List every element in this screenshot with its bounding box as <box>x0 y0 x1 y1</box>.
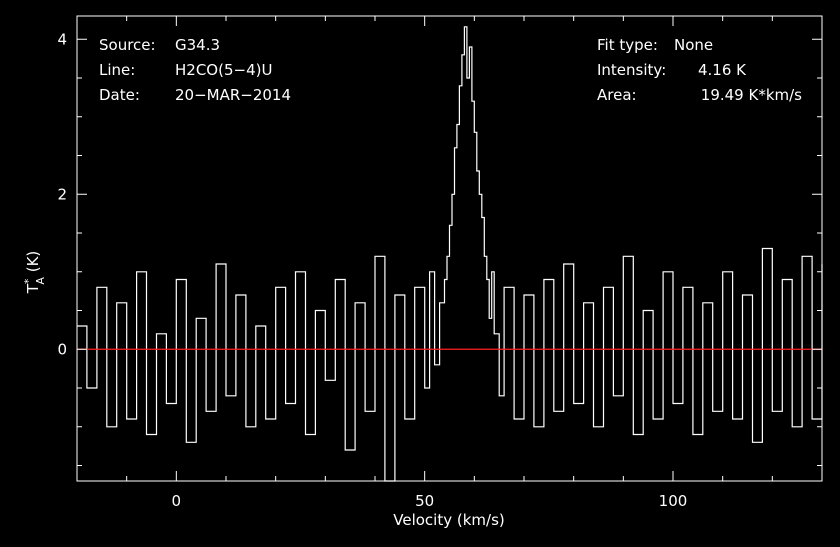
info-fit-type-label: Fit type: <box>597 36 658 54</box>
info-area-value: 19.49 K*km/s <box>701 86 802 104</box>
x-tick-label: 50 <box>415 492 434 510</box>
y-tick-label: 0 <box>57 340 67 358</box>
info-fit-type-value: None <box>674 36 713 54</box>
info-intensity-label: Intensity: <box>597 61 666 79</box>
x-axis-label: Velocity (km/s) <box>393 511 504 529</box>
y-axis-label: T*A (K) <box>22 251 47 295</box>
info-date-label: Date: <box>99 86 140 104</box>
spectrum-line <box>77 26 823 482</box>
info-line-label: Line: <box>99 61 135 79</box>
info-area-label: Area: <box>597 86 637 104</box>
x-tick-label: 0 <box>172 492 182 510</box>
x-tick-label: 100 <box>659 492 688 510</box>
spectrum-series <box>77 26 823 482</box>
y-axis-label-subscript: A <box>34 277 47 285</box>
y-axis-label-superscript: * <box>22 278 35 284</box>
y-axis-label-main: T <box>24 283 42 294</box>
plot-frame-layer <box>76 15 823 482</box>
ticks-layer <box>76 16 823 481</box>
info-intensity-value: 4.16 K <box>698 61 747 79</box>
info-block-left: Source: G34.3 Line: H2CO(5−4)U Date: 20−… <box>99 36 291 104</box>
info-line-value: H2CO(5−4)U <box>175 61 272 79</box>
info-date-value: 20−MAR−2014 <box>175 86 291 104</box>
info-source-value: G34.3 <box>175 36 220 54</box>
y-axis-label-unit: (K) <box>24 251 42 277</box>
y-tick-label: 4 <box>57 30 67 48</box>
info-source-label: Source: <box>99 36 156 54</box>
y-tick-label: 2 <box>57 185 67 203</box>
plot-frame <box>76 15 823 482</box>
tick-labels-layer: 0 50 100 0 2 4 <box>57 30 687 510</box>
info-block-right: Fit type: None Intensity: 4.16 K Area: 1… <box>597 36 802 104</box>
